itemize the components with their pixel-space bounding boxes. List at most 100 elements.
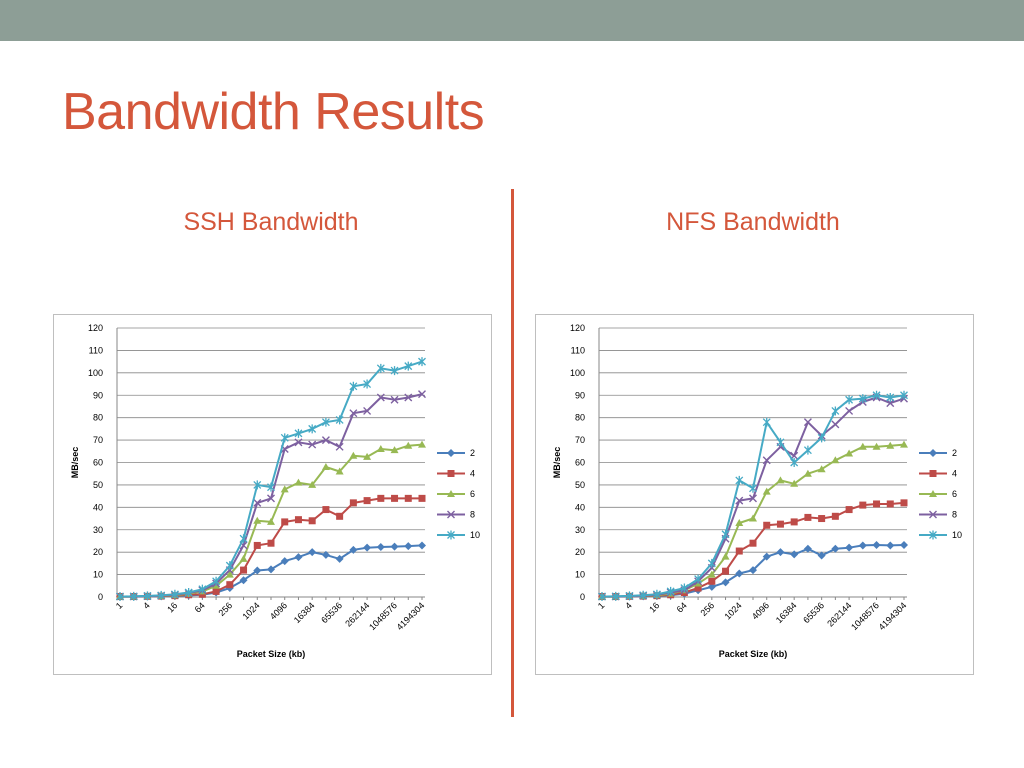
legend-marker <box>929 530 937 540</box>
x-tick-label: 1 <box>596 600 607 611</box>
data-point <box>376 363 385 373</box>
data-point <box>707 570 716 578</box>
data-point <box>321 550 330 559</box>
data-point <box>418 494 426 502</box>
data-point <box>845 406 854 415</box>
data-point <box>886 441 895 449</box>
data-point <box>267 565 275 574</box>
data-point <box>212 587 220 595</box>
data-point <box>404 393 413 402</box>
x-tick-label: 65536 <box>801 600 826 625</box>
data-point <box>625 591 634 601</box>
data-point <box>817 465 826 473</box>
y-tick-label: 70 <box>575 435 585 445</box>
data-point <box>349 381 358 391</box>
data-point <box>845 543 854 552</box>
data-point <box>321 417 330 427</box>
data-point <box>239 576 248 585</box>
data-point <box>886 392 895 402</box>
data-point <box>803 544 812 553</box>
data-point <box>652 589 661 599</box>
x-axis-title: Packet Size (kb) <box>719 649 788 659</box>
data-point <box>253 480 262 490</box>
x-tick-label: 4 <box>623 600 634 611</box>
data-point <box>680 583 689 593</box>
data-point <box>308 548 317 557</box>
data-point <box>735 569 744 578</box>
y-tick-label: 80 <box>93 413 103 423</box>
data-point <box>762 456 771 465</box>
data-point <box>666 586 675 596</box>
data-point <box>873 500 881 508</box>
data-point <box>335 467 344 475</box>
data-point <box>129 591 138 601</box>
data-point <box>749 483 757 493</box>
y-tick-label: 40 <box>93 502 103 512</box>
x-tick-label: 16384 <box>774 600 799 625</box>
data-point <box>294 516 302 524</box>
data-point <box>418 440 426 448</box>
x-axis-title: Packet Size (kb) <box>237 649 306 659</box>
series-2 <box>116 541 426 601</box>
data-point <box>900 440 908 448</box>
data-point <box>735 475 744 485</box>
data-point <box>831 544 840 553</box>
data-point <box>363 406 372 415</box>
legend-label: 8 <box>470 510 475 520</box>
y-axis-title: MB/sec <box>552 447 562 479</box>
data-point <box>776 476 785 484</box>
data-point <box>308 517 316 525</box>
series-10 <box>598 390 908 602</box>
data-point <box>694 574 703 584</box>
data-point <box>267 482 275 492</box>
series-10 <box>116 357 426 602</box>
data-point <box>418 390 426 399</box>
legend-marker <box>929 490 937 497</box>
data-point <box>845 395 854 405</box>
data-point <box>281 518 289 526</box>
legend-label: 10 <box>470 530 480 540</box>
data-point <box>831 406 840 416</box>
data-point <box>143 591 152 601</box>
legend-marker <box>447 449 455 457</box>
data-point <box>253 516 262 524</box>
data-point <box>749 514 757 522</box>
x-tick-label: 1024 <box>240 600 261 621</box>
data-point <box>749 494 757 503</box>
x-tick-label: 256 <box>217 600 235 618</box>
legend-marker <box>929 510 937 519</box>
x-tick-label: 16 <box>165 600 179 614</box>
data-point <box>363 452 372 460</box>
data-point <box>722 567 730 575</box>
data-point <box>845 449 854 457</box>
legend: 2 4 6 8 10 <box>919 448 962 540</box>
data-point <box>404 542 413 551</box>
data-point <box>267 539 275 547</box>
data-point <box>749 566 757 575</box>
top-accent-bar <box>0 0 1024 41</box>
x-tick-label: 16384 <box>292 600 317 625</box>
data-point <box>859 501 867 509</box>
legend-label: 6 <box>952 489 957 499</box>
legend-marker <box>447 510 455 519</box>
data-point <box>790 518 798 526</box>
data-point <box>721 552 730 560</box>
x-tick-label: 256 <box>699 600 717 618</box>
data-point <box>376 445 385 453</box>
data-point <box>225 570 234 578</box>
y-tick-label: 110 <box>571 345 585 355</box>
data-point <box>900 390 908 400</box>
data-point <box>804 513 812 521</box>
data-point <box>184 588 193 598</box>
data-point <box>239 534 248 544</box>
data-point <box>376 393 385 402</box>
data-point <box>349 451 358 459</box>
data-point <box>735 519 744 527</box>
data-point <box>390 366 399 376</box>
data-point <box>294 478 303 486</box>
data-point <box>280 485 289 493</box>
legend-label: 2 <box>952 448 957 458</box>
data-point <box>335 442 344 451</box>
data-point <box>776 520 784 528</box>
